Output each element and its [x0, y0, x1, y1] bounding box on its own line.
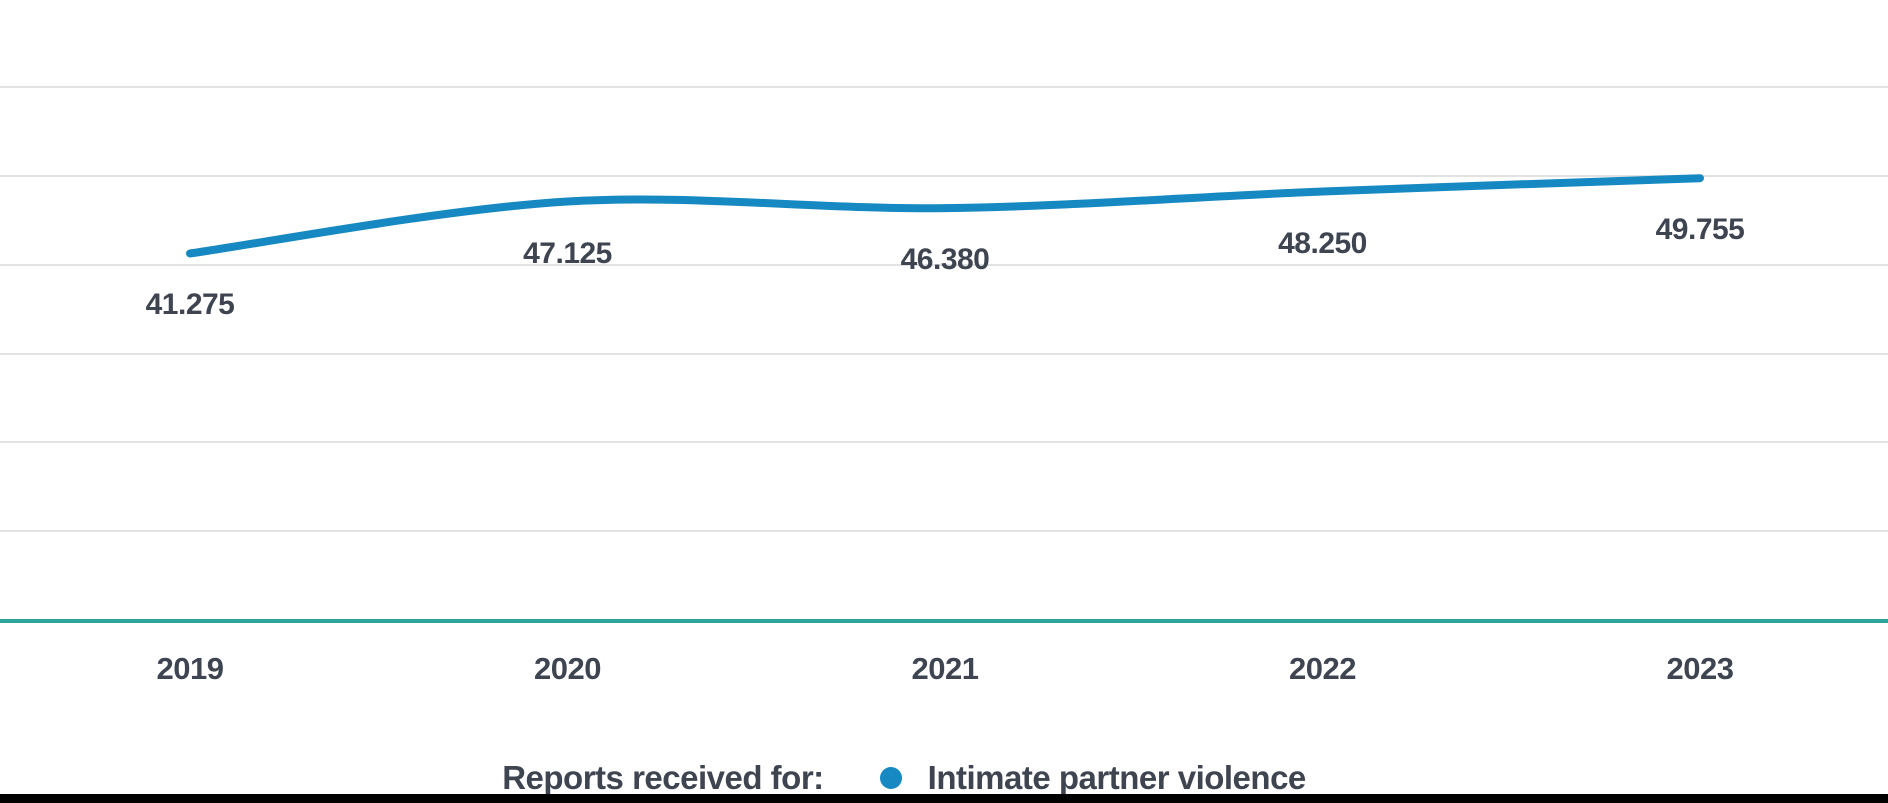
gridline [0, 175, 1888, 177]
legend-marker-icon [879, 767, 902, 789]
legend-series-label: Intimate partner violence [927, 759, 1307, 796]
gridline [0, 86, 1888, 89]
data-label-2022: 48.250 [1278, 226, 1367, 260]
x-axis-tick-label-2021: 2021 [911, 651, 979, 686]
data-label-2019: 41.275 [145, 288, 235, 322]
series-line-intimate-partner-violence[interactable] [186, 174, 1704, 258]
gridline [0, 352, 1888, 355]
x-axis-tick-label-2019: 2019 [156, 651, 224, 686]
data-label-2021: 46.380 [900, 243, 990, 277]
x-axis-line [0, 619, 1888, 623]
data-label-2020: 47.125 [523, 236, 612, 270]
data-label-2023: 49.755 [1655, 213, 1745, 247]
legend-title: Reports received for: [502, 759, 824, 796]
gridline [0, 530, 1888, 533]
gridline [0, 263, 1888, 266]
legend: Reports received for: Intimate partner v… [0, 757, 1888, 799]
gridline [0, 441, 1888, 444]
legend-entry-intimate-partner-violence[interactable]: Intimate partner violence [824, 759, 1306, 797]
x-axis-tick-label-2023: 2023 [1666, 651, 1734, 686]
x-axis-tick-label-2022: 2022 [1289, 651, 1356, 686]
x-axis-tick-label-2020: 2020 [534, 651, 601, 686]
bottom-edge-bar [0, 794, 1888, 803]
